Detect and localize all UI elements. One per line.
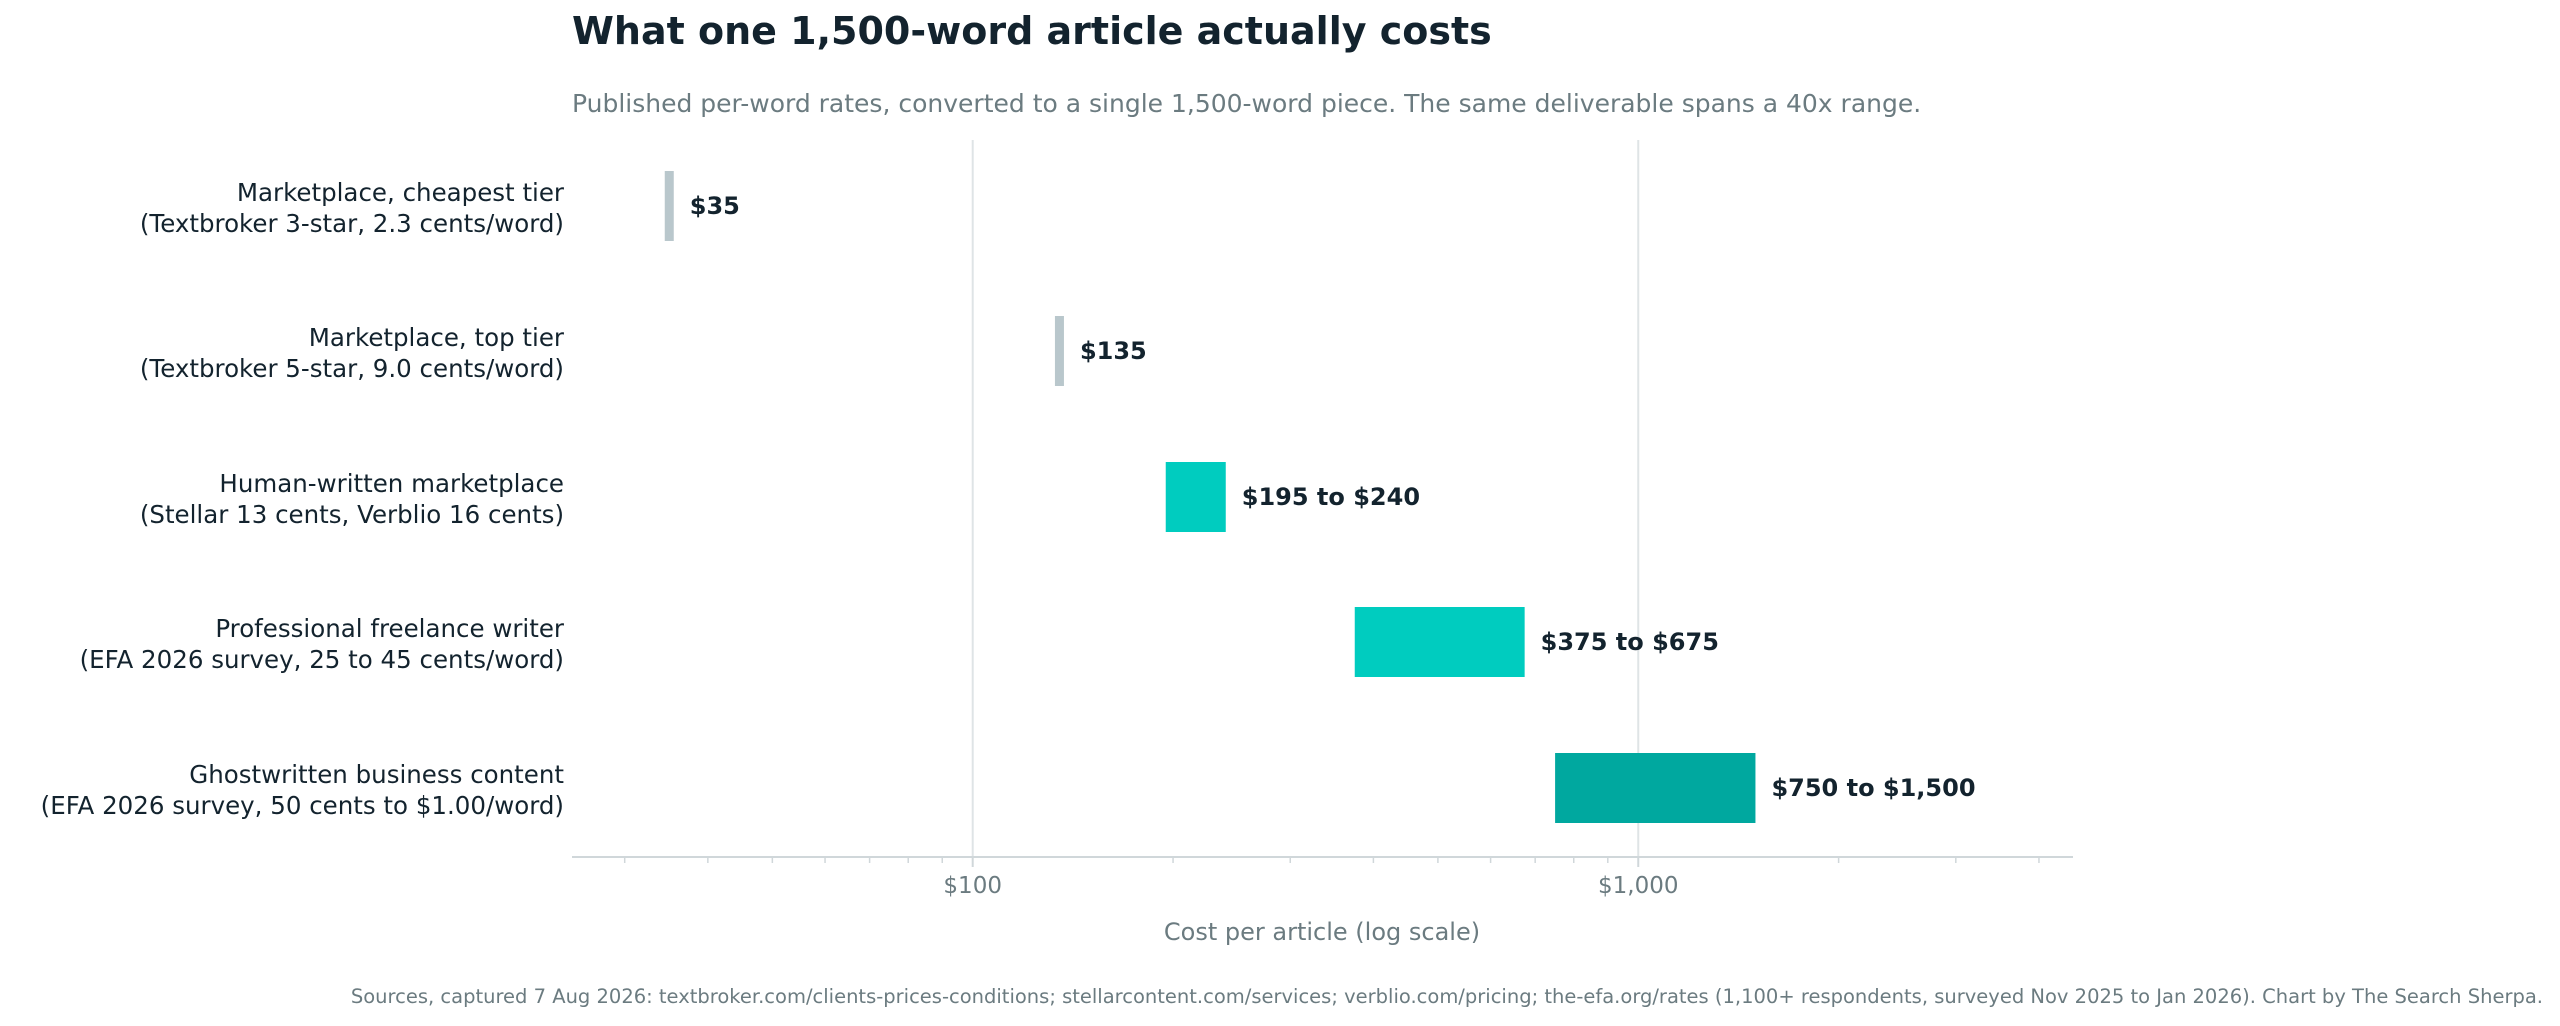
- category-label-line1: Professional freelance writer: [215, 614, 565, 643]
- x-tick-label: $100: [943, 873, 1002, 899]
- category-label-line1: Human-written marketplace: [219, 469, 564, 498]
- category-label-line2: (Textbroker 5-star, 9.0 cents/word): [140, 354, 564, 383]
- category-label-line1: Marketplace, top tier: [309, 323, 565, 352]
- x-axis-title: Cost per article (log scale): [1164, 918, 1480, 946]
- bar-value-label: $35: [690, 192, 740, 220]
- chart-footnote: Sources, captured 7 Aug 2026: textbroker…: [351, 985, 2543, 1008]
- bar: [1165, 462, 1226, 532]
- x-axis: $100 $1,000: [572, 856, 2073, 899]
- bar: [664, 171, 674, 241]
- bar-value-label: $375 to $675: [1541, 628, 1719, 656]
- category-label-line2: (EFA 2026 survey, 25 to 45 cents/word): [80, 645, 564, 674]
- category-label-line2: (Textbroker 3-star, 2.3 cents/word): [140, 209, 564, 238]
- chart-title: What one 1,500-word article actually cos…: [572, 9, 1492, 53]
- bar: [1354, 607, 1525, 677]
- bar-value-label: $195 to $240: [1242, 483, 1420, 511]
- x-tick-label: $1,000: [1598, 873, 1678, 899]
- chart-subtitle: Published per-word rates, converted to a…: [572, 89, 1921, 118]
- bar: [1054, 316, 1064, 386]
- category-labels: Marketplace, cheapest tier(Textbroker 3-…: [41, 178, 565, 820]
- gridlines: [971, 140, 1640, 857]
- bar-value-label: $750 to $1,500: [1771, 774, 1975, 802]
- bar-value-label: $135: [1080, 337, 1147, 365]
- category-label-line1: Marketplace, cheapest tier: [237, 178, 565, 207]
- bars: $35 $135 $195 to $240 $375 to $675 $750 to $…: [664, 171, 1976, 823]
- category-label-line1: Ghostwritten business content: [189, 760, 564, 789]
- bar: [1555, 753, 1756, 823]
- category-label-line2: (Stellar 13 cents, Verblio 16 cents): [140, 500, 564, 529]
- category-label-line2: (EFA 2026 survey, 50 cents to $1.00/word…: [41, 791, 564, 820]
